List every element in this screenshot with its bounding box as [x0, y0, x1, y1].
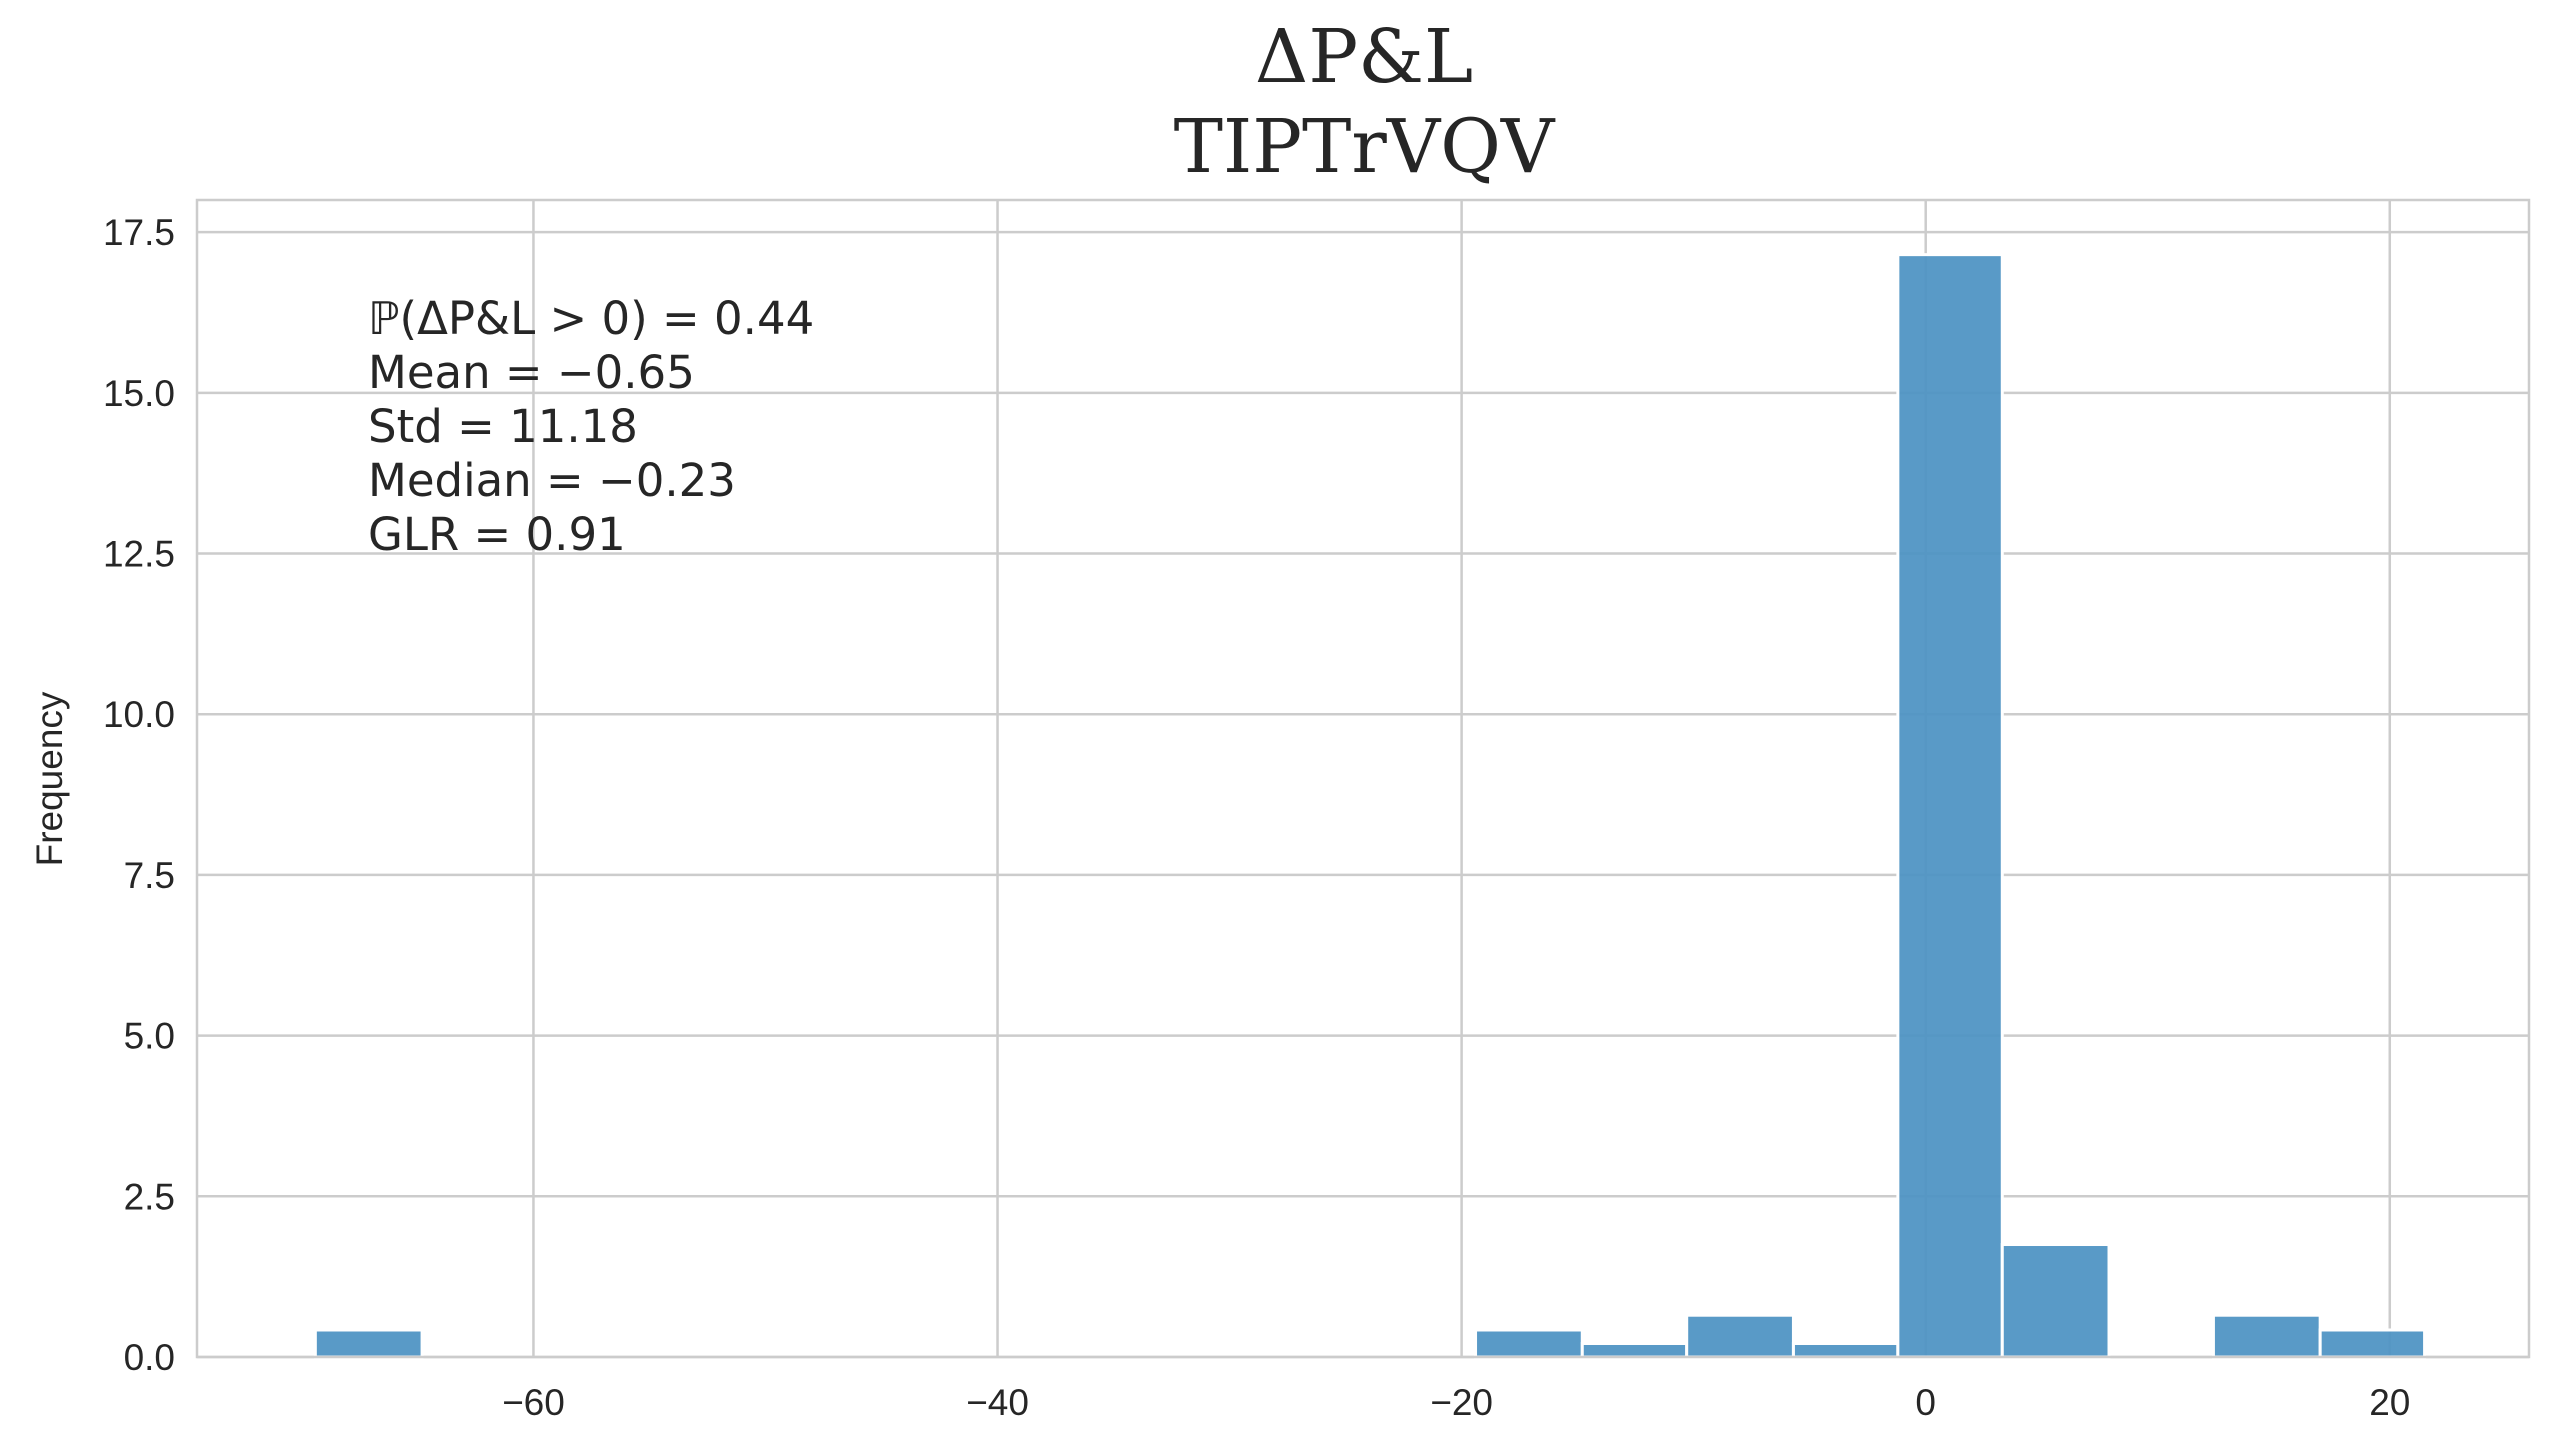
y-tick-label: 17.5: [103, 212, 175, 253]
histogram-bar: [1685, 1313, 1795, 1359]
y-axis-ticks: 0.0 2.5 5.0 7.5 10.0 12.5 15.0 17.5: [103, 212, 175, 1378]
x-tick-label: 20: [2369, 1382, 2410, 1423]
histogram-bar: [1791, 1342, 1900, 1359]
histogram-bar: [1580, 1342, 1689, 1359]
y-tick-label: 5.0: [124, 1016, 175, 1057]
y-tick-label: 10.0: [103, 694, 175, 735]
x-tick-label: 0: [1915, 1382, 1936, 1423]
chart-subtitle: TIPTrVQV: [1174, 104, 1556, 190]
plot-area-frame: [195, 198, 2531, 1359]
y-axis-label: Frequency: [29, 691, 70, 866]
histogram-bar: [2211, 1313, 2322, 1359]
histogram-bar: [1896, 253, 2004, 1359]
y-tick-label: 12.5: [103, 534, 175, 575]
histogram-bar: [313, 1328, 424, 1359]
x-axis-ticks: −60 −40 −20 0 20: [502, 1382, 2410, 1423]
y-tick-label: 7.5: [124, 855, 175, 896]
x-tick-label: −60: [502, 1382, 565, 1423]
stat-line: ℙ(ΔP&L > 0) = 0.44: [368, 292, 814, 345]
histogram-bar: [2318, 1328, 2427, 1359]
histogram-bar: [2000, 1243, 2111, 1359]
stat-line: Mean = −0.65: [368, 346, 695, 399]
stat-line: GLR = 0.91: [368, 508, 626, 561]
y-tick-label: 2.5: [124, 1176, 175, 1217]
stat-line: Std = 11.18: [368, 400, 638, 453]
y-tick-label: 15.0: [103, 373, 175, 414]
x-tick-label: −40: [966, 1382, 1029, 1423]
chart-title: ΔP&L: [1255, 14, 1473, 100]
histogram-bar: [1474, 1328, 1584, 1359]
y-tick-label: 0.0: [124, 1337, 175, 1378]
stat-line: Median = −0.23: [368, 454, 736, 507]
x-tick-label: −20: [1430, 1382, 1493, 1423]
histogram-bars: [313, 253, 2427, 1359]
